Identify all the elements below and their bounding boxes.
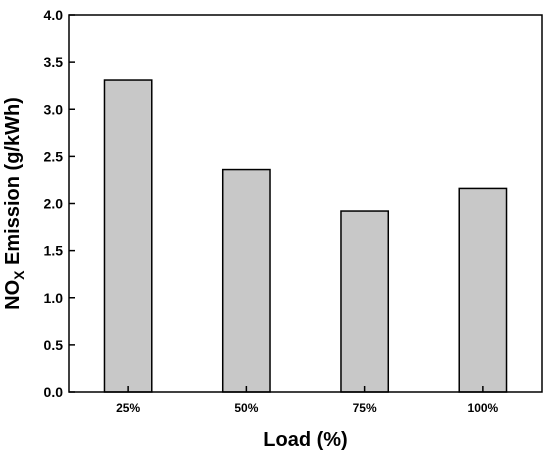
x-tick-label: 25% — [116, 401, 140, 415]
x-tick-label: 50% — [234, 401, 258, 415]
bar-75pct — [340, 210, 390, 393]
y-axis-title: NOX Emission (g/kWh) — [2, 97, 27, 310]
y-tick-label: 1.0 — [44, 290, 64, 306]
y-axis-ticks: 0.0 0.5 1.0 1.5 2.0 2.5 3.0 3.5 4.0 — [44, 7, 75, 400]
y-tick-label: 0.5 — [44, 337, 64, 353]
bar-50pct — [221, 168, 271, 393]
plot-frame — [68, 14, 543, 393]
y-tick-label: 2.0 — [44, 196, 64, 212]
x-axis-ticks: 25% 50% 75% 100% — [116, 386, 499, 415]
y-tick-label: 0.0 — [44, 384, 64, 400]
bar-25pct — [103, 79, 153, 393]
x-tick-label: 75% — [353, 401, 377, 415]
y-tick-label: 4.0 — [44, 7, 64, 23]
y-tick-label: 2.5 — [44, 148, 64, 164]
bars-group — [103, 79, 508, 393]
y-tick-label: 3.0 — [44, 101, 64, 117]
x-tick-label: 100% — [468, 401, 499, 415]
y-tick-label: 3.5 — [44, 54, 64, 70]
bar-100pct — [458, 187, 508, 393]
x-axis-title: Load (%) — [263, 429, 347, 451]
y-tick-label: 1.5 — [44, 243, 64, 259]
